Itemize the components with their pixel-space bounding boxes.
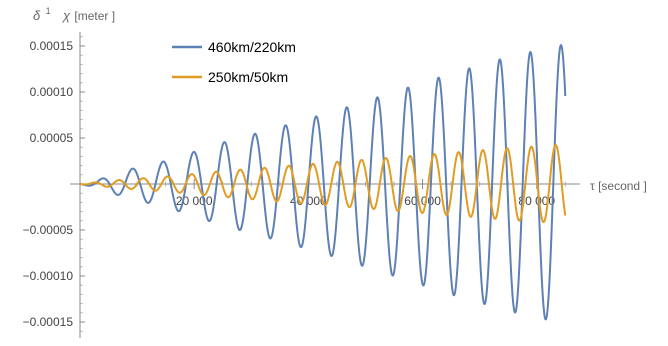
y-tick-label: 0.00015 — [30, 39, 74, 53]
y-tick-label: −0.00015 — [23, 315, 74, 329]
y-axis-label-unit: [meter ] — [74, 9, 115, 23]
series-line-460km-220km — [79, 44, 567, 321]
y-tick-label: 0.00005 — [30, 131, 74, 145]
y-axis-label-delta: δ — [33, 8, 41, 23]
y-axis-label-chi: χ — [62, 8, 71, 23]
legend-label-250km-50km: 250km/50km — [208, 69, 288, 85]
legend: 460km/220km 250km/50km — [172, 39, 296, 85]
series-line-250km-50km — [79, 144, 567, 224]
y-tick-label: −0.00005 — [23, 223, 74, 237]
y-axis-label: δ 1 χ [meter ] — [33, 3, 115, 23]
y-axis-label-superscript: 1 — [46, 6, 51, 16]
series-lines — [79, 44, 567, 321]
x-tick-label: 80 000 — [518, 194, 555, 208]
y-tick-label: 0.00010 — [30, 85, 74, 99]
x-axis-label: τ [second ] — [590, 179, 647, 193]
legend-label-460km-220km: 460km/220km — [208, 39, 296, 55]
tick-labels: 20 000 40 000 60 000 80 000−0.00015−0.00010… — [23, 39, 556, 329]
y-tick-label: −0.00010 — [23, 269, 74, 283]
x-tick-label: 40 000 — [290, 194, 327, 208]
x-tick-label: 60 000 — [404, 194, 441, 208]
